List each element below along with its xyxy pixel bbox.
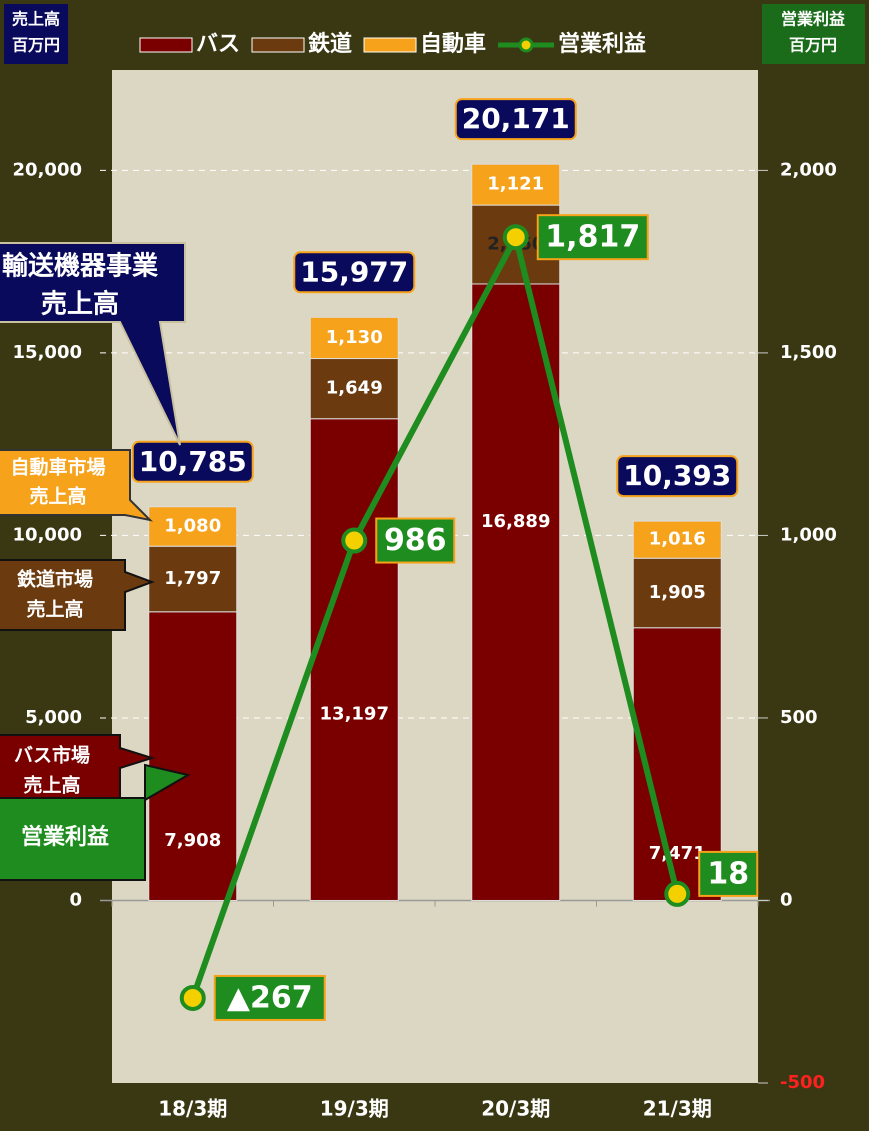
total-box <box>131 440 254 483</box>
legend-label: 鉄道 <box>308 31 352 57</box>
line-value-label: 18 <box>707 856 749 891</box>
line-marker <box>664 880 691 907</box>
bar-segment <box>148 611 238 901</box>
total-box <box>616 455 739 498</box>
bar-value-label: 7,908 <box>164 830 221 851</box>
callout-text: バス市場 <box>14 744 90 767</box>
y2-label: 百万円 <box>789 36 837 55</box>
callout <box>0 449 154 522</box>
bar-value-label: 13,197 <box>320 704 389 725</box>
total-box <box>293 251 416 294</box>
y-tick-label: 0 <box>69 889 82 910</box>
bar-value-label: 7,471 <box>649 843 706 864</box>
legend-label: 営業利益 <box>558 31 646 57</box>
x-tick-label: 18/3期 <box>158 1097 227 1121</box>
total-label: 20,171 <box>462 102 570 135</box>
line-marker <box>502 224 529 251</box>
y-label: 売上高 <box>12 10 60 29</box>
callout <box>0 242 186 446</box>
total-label: 15,977 <box>300 255 408 288</box>
callouts: 輸送機器事業 売上高 自動車市場 売上高 鉄道市場 売上高 バス市場 売上高 営… <box>0 242 191 881</box>
y2-tick-label: -500 <box>780 1072 825 1093</box>
callout <box>0 763 191 881</box>
callout-text: 売上高 <box>29 485 86 508</box>
total-label: 10,393 <box>623 459 731 492</box>
legend-label: 自動車 <box>420 31 486 57</box>
line-value-box <box>375 517 456 564</box>
callout-text: 自動車市場 <box>10 456 105 479</box>
y2-label: 営業利益 <box>781 10 845 29</box>
y2-label-box <box>762 4 865 64</box>
bar-segment <box>632 520 722 559</box>
y-tick-label: 15,000 <box>13 342 82 363</box>
x-tick-label: 20/3期 <box>481 1097 550 1121</box>
x-tick-label: 19/3期 <box>320 1097 389 1121</box>
y-tick-label: 5,000 <box>25 707 82 728</box>
line-value-label: ▲267 <box>227 980 313 1015</box>
y-tick-label: 20,000 <box>13 159 82 180</box>
bar-value-label: 16,889 <box>481 511 550 532</box>
line-value-box <box>698 850 759 897</box>
callout-text: 営業利益 <box>21 824 109 850</box>
legend-swatch <box>139 37 193 53</box>
line-value-label: 986 <box>384 523 447 558</box>
callout-text: 輸送機器事業 <box>2 251 158 282</box>
line-value-box <box>213 974 326 1021</box>
y-label-box <box>4 4 68 64</box>
y2-tick-label: 2,000 <box>780 159 837 180</box>
y2-tick-label: 500 <box>780 707 818 728</box>
bar-segment <box>471 163 561 206</box>
x-tick-label: 21/3期 <box>643 1097 712 1121</box>
line <box>189 228 681 999</box>
y2-tick-label: 1,500 <box>780 342 837 363</box>
bar-value-label: 1,905 <box>649 582 706 603</box>
bar-value-label: 1,797 <box>164 568 221 589</box>
bar-segment <box>632 557 722 629</box>
bar-segment <box>309 316 399 360</box>
bar-value-label: 1,016 <box>649 529 706 550</box>
bar-segment <box>471 283 561 901</box>
y2-tick-label: 1,000 <box>780 524 837 545</box>
callout-text: 売上高 <box>41 289 119 320</box>
legend-label: バス <box>196 32 240 57</box>
bar-value-label: 1,649 <box>326 378 383 399</box>
legend-marker <box>518 37 534 53</box>
bar-value-label: 1,080 <box>164 515 221 536</box>
legend-swatch <box>251 37 305 53</box>
bar-value-label: 1,121 <box>487 174 544 195</box>
callout-text: 鉄道市場 <box>17 568 93 591</box>
line-value-label: 1,817 <box>545 220 640 255</box>
y-tick-label: 10,000 <box>13 524 82 545</box>
callout-text: 売上高 <box>23 774 80 797</box>
line-value-box <box>536 214 649 261</box>
bar-segment <box>148 545 238 613</box>
bar-segment <box>148 506 238 547</box>
callout <box>0 559 155 631</box>
total-box <box>454 98 577 141</box>
line-marker <box>179 984 206 1011</box>
y2-tick-label: 0 <box>780 889 793 910</box>
line-marker <box>341 527 368 554</box>
bar-segment <box>309 418 399 901</box>
y-label: 百万円 <box>12 36 60 55</box>
legend-swatch <box>363 37 417 53</box>
bar-value-label: 1,130 <box>326 327 383 348</box>
total-label: 10,785 <box>139 445 247 478</box>
callout-text: 売上高 <box>26 598 83 621</box>
